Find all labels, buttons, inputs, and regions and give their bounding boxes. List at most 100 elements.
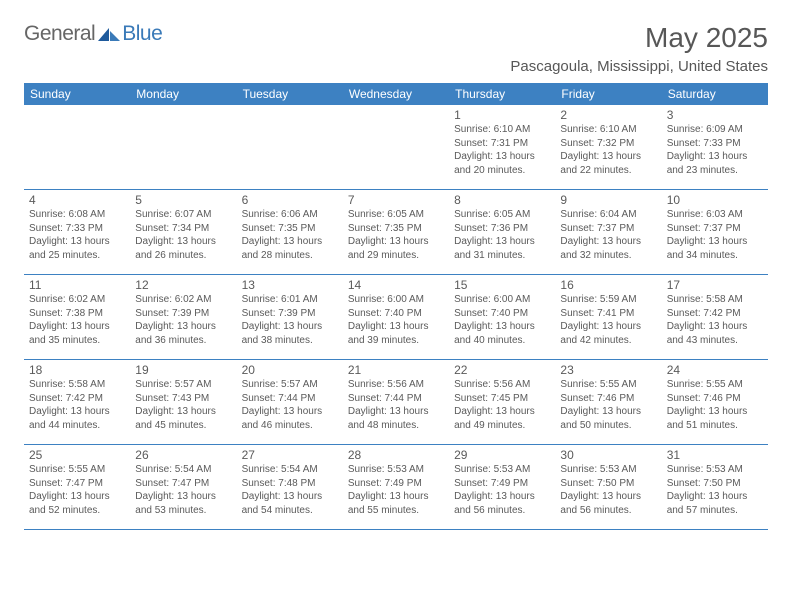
day-header: Wednesday xyxy=(343,83,449,105)
week-row: 18Sunrise: 5:58 AMSunset: 7:42 PMDayligh… xyxy=(24,360,768,445)
day-header: Friday xyxy=(555,83,661,105)
day-cell: 8Sunrise: 6:05 AMSunset: 7:36 PMDaylight… xyxy=(449,190,555,274)
day-cell: 17Sunrise: 5:58 AMSunset: 7:42 PMDayligh… xyxy=(662,275,768,359)
day-info: Sunrise: 5:53 AMSunset: 7:49 PMDaylight:… xyxy=(348,463,444,517)
day-number: 26 xyxy=(135,448,231,462)
day-cell: 20Sunrise: 5:57 AMSunset: 7:44 PMDayligh… xyxy=(237,360,343,444)
day-number: 21 xyxy=(348,363,444,377)
day-info: Sunrise: 5:57 AMSunset: 7:44 PMDaylight:… xyxy=(242,378,338,432)
day-cell: 19Sunrise: 5:57 AMSunset: 7:43 PMDayligh… xyxy=(130,360,236,444)
calendar-grid: SundayMondayTuesdayWednesdayThursdayFrid… xyxy=(24,83,768,530)
month-title: May 2025 xyxy=(510,22,768,54)
week-row: 1Sunrise: 6:10 AMSunset: 7:31 PMDaylight… xyxy=(24,105,768,190)
day-info: Sunrise: 5:54 AMSunset: 7:47 PMDaylight:… xyxy=(135,463,231,517)
day-cell: 21Sunrise: 5:56 AMSunset: 7:44 PMDayligh… xyxy=(343,360,449,444)
day-info: Sunrise: 6:02 AMSunset: 7:39 PMDaylight:… xyxy=(135,293,231,347)
week-row: 11Sunrise: 6:02 AMSunset: 7:38 PMDayligh… xyxy=(24,275,768,360)
logo: General Blue xyxy=(24,22,162,46)
day-number: 28 xyxy=(348,448,444,462)
day-number: 2 xyxy=(560,108,656,122)
title-block: May 2025 Pascagoula, Mississippi, United… xyxy=(510,22,768,75)
day-cell: 25Sunrise: 5:55 AMSunset: 7:47 PMDayligh… xyxy=(24,445,130,529)
day-cell: 28Sunrise: 5:53 AMSunset: 7:49 PMDayligh… xyxy=(343,445,449,529)
day-cell: 11Sunrise: 6:02 AMSunset: 7:38 PMDayligh… xyxy=(24,275,130,359)
day-info: Sunrise: 5:58 AMSunset: 7:42 PMDaylight:… xyxy=(29,378,125,432)
day-info: Sunrise: 6:05 AMSunset: 7:35 PMDaylight:… xyxy=(348,208,444,262)
day-cell: 2Sunrise: 6:10 AMSunset: 7:32 PMDaylight… xyxy=(555,105,661,189)
location-text: Pascagoula, Mississippi, United States xyxy=(510,58,768,75)
day-info: Sunrise: 5:53 AMSunset: 7:50 PMDaylight:… xyxy=(667,463,763,517)
day-number: 30 xyxy=(560,448,656,462)
day-cell: 4Sunrise: 6:08 AMSunset: 7:33 PMDaylight… xyxy=(24,190,130,274)
day-cell: 1Sunrise: 6:10 AMSunset: 7:31 PMDaylight… xyxy=(449,105,555,189)
day-info: Sunrise: 6:01 AMSunset: 7:39 PMDaylight:… xyxy=(242,293,338,347)
day-header-row: SundayMondayTuesdayWednesdayThursdayFrid… xyxy=(24,83,768,105)
day-info: Sunrise: 6:00 AMSunset: 7:40 PMDaylight:… xyxy=(454,293,550,347)
day-cell: 6Sunrise: 6:06 AMSunset: 7:35 PMDaylight… xyxy=(237,190,343,274)
day-cell-empty xyxy=(237,105,343,189)
logo-text-blue: Blue xyxy=(122,22,162,46)
day-number: 29 xyxy=(454,448,550,462)
day-cell: 5Sunrise: 6:07 AMSunset: 7:34 PMDaylight… xyxy=(130,190,236,274)
day-number: 4 xyxy=(29,193,125,207)
weeks-container: 1Sunrise: 6:10 AMSunset: 7:31 PMDaylight… xyxy=(24,105,768,530)
day-info: Sunrise: 6:05 AMSunset: 7:36 PMDaylight:… xyxy=(454,208,550,262)
day-info: Sunrise: 6:00 AMSunset: 7:40 PMDaylight:… xyxy=(348,293,444,347)
day-info: Sunrise: 5:56 AMSunset: 7:45 PMDaylight:… xyxy=(454,378,550,432)
day-info: Sunrise: 5:55 AMSunset: 7:46 PMDaylight:… xyxy=(560,378,656,432)
day-number: 24 xyxy=(667,363,763,377)
day-number: 18 xyxy=(29,363,125,377)
day-number: 25 xyxy=(29,448,125,462)
day-number: 16 xyxy=(560,278,656,292)
day-header: Saturday xyxy=(662,83,768,105)
day-cell: 31Sunrise: 5:53 AMSunset: 7:50 PMDayligh… xyxy=(662,445,768,529)
day-cell: 18Sunrise: 5:58 AMSunset: 7:42 PMDayligh… xyxy=(24,360,130,444)
day-cell-empty xyxy=(343,105,449,189)
day-number: 6 xyxy=(242,193,338,207)
day-info: Sunrise: 5:54 AMSunset: 7:48 PMDaylight:… xyxy=(242,463,338,517)
day-header: Tuesday xyxy=(237,83,343,105)
day-cell: 7Sunrise: 6:05 AMSunset: 7:35 PMDaylight… xyxy=(343,190,449,274)
day-number: 27 xyxy=(242,448,338,462)
day-info: Sunrise: 5:58 AMSunset: 7:42 PMDaylight:… xyxy=(667,293,763,347)
day-info: Sunrise: 6:04 AMSunset: 7:37 PMDaylight:… xyxy=(560,208,656,262)
day-number: 22 xyxy=(454,363,550,377)
logo-sail-icon xyxy=(98,26,120,42)
day-number: 12 xyxy=(135,278,231,292)
day-number: 3 xyxy=(667,108,763,122)
day-cell: 16Sunrise: 5:59 AMSunset: 7:41 PMDayligh… xyxy=(555,275,661,359)
week-row: 25Sunrise: 5:55 AMSunset: 7:47 PMDayligh… xyxy=(24,445,768,530)
day-info: Sunrise: 5:55 AMSunset: 7:47 PMDaylight:… xyxy=(29,463,125,517)
day-header: Monday xyxy=(130,83,236,105)
day-cell: 22Sunrise: 5:56 AMSunset: 7:45 PMDayligh… xyxy=(449,360,555,444)
day-number: 19 xyxy=(135,363,231,377)
day-info: Sunrise: 6:03 AMSunset: 7:37 PMDaylight:… xyxy=(667,208,763,262)
calendar-page: General Blue May 2025 Pascagoula, Missis… xyxy=(0,0,792,540)
day-number: 10 xyxy=(667,193,763,207)
logo-text-general: General xyxy=(24,22,95,46)
day-header: Sunday xyxy=(24,83,130,105)
header-row: General Blue May 2025 Pascagoula, Missis… xyxy=(24,22,768,75)
day-info: Sunrise: 6:08 AMSunset: 7:33 PMDaylight:… xyxy=(29,208,125,262)
day-number: 23 xyxy=(560,363,656,377)
day-cell: 12Sunrise: 6:02 AMSunset: 7:39 PMDayligh… xyxy=(130,275,236,359)
day-number: 14 xyxy=(348,278,444,292)
week-row: 4Sunrise: 6:08 AMSunset: 7:33 PMDaylight… xyxy=(24,190,768,275)
day-cell: 3Sunrise: 6:09 AMSunset: 7:33 PMDaylight… xyxy=(662,105,768,189)
day-number: 1 xyxy=(454,108,550,122)
day-cell: 13Sunrise: 6:01 AMSunset: 7:39 PMDayligh… xyxy=(237,275,343,359)
day-info: Sunrise: 5:55 AMSunset: 7:46 PMDaylight:… xyxy=(667,378,763,432)
day-cell: 24Sunrise: 5:55 AMSunset: 7:46 PMDayligh… xyxy=(662,360,768,444)
day-number: 13 xyxy=(242,278,338,292)
day-cell-empty xyxy=(24,105,130,189)
day-info: Sunrise: 5:57 AMSunset: 7:43 PMDaylight:… xyxy=(135,378,231,432)
day-cell: 27Sunrise: 5:54 AMSunset: 7:48 PMDayligh… xyxy=(237,445,343,529)
day-cell: 23Sunrise: 5:55 AMSunset: 7:46 PMDayligh… xyxy=(555,360,661,444)
day-cell-empty xyxy=(130,105,236,189)
day-info: Sunrise: 6:07 AMSunset: 7:34 PMDaylight:… xyxy=(135,208,231,262)
day-number: 5 xyxy=(135,193,231,207)
day-number: 9 xyxy=(560,193,656,207)
day-cell: 26Sunrise: 5:54 AMSunset: 7:47 PMDayligh… xyxy=(130,445,236,529)
day-cell: 14Sunrise: 6:00 AMSunset: 7:40 PMDayligh… xyxy=(343,275,449,359)
day-info: Sunrise: 5:56 AMSunset: 7:44 PMDaylight:… xyxy=(348,378,444,432)
